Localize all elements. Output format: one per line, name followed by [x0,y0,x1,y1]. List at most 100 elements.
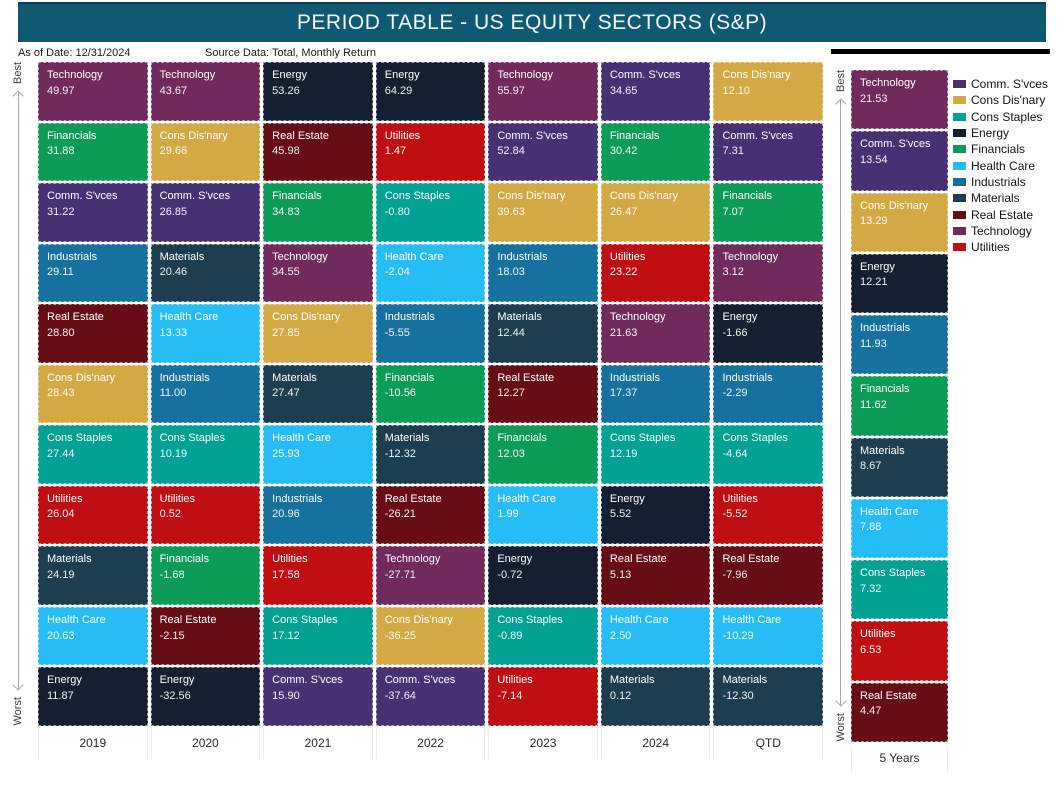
sector-cell[interactable]: Energy -32.56 [150,667,261,727]
sector-cell[interactable]: Health Care 25.93 [263,425,373,484]
sector-cell[interactable]: Comm. S'vces 31.22 [38,183,148,242]
sector-cell[interactable]: Cons Dis'nary 27.85 [263,304,373,363]
sector-cell[interactable]: Cons Staples 12.19 [600,425,711,484]
sector-cell[interactable]: Industrials -2.29 [713,364,824,424]
sector-cell[interactable]: Materials 24.19 [38,546,148,605]
sector-cell[interactable]: Cons Dis'nary 12.10 [713,62,824,121]
sector-cell[interactable]: Industrials 29.11 [38,243,148,303]
sector-cell[interactable]: Financials -10.56 [375,364,486,424]
sector-cell[interactable]: Materials 27.47 [263,364,373,424]
sector-cell[interactable]: Comm. S'vces 7.31 [713,122,824,182]
sector-cell[interactable]: Real Estate 28.80 [38,304,148,363]
sector-cell[interactable]: Energy 64.29 [375,62,486,121]
legend-item[interactable]: Comm. S'vces [953,76,1064,92]
sector-cell[interactable]: Cons Staples 17.12 [263,606,373,666]
sector-cell[interactable]: Health Care 7.88 [851,498,948,559]
sector-cell[interactable]: Industrials 11.93 [851,315,948,375]
sector-cell[interactable]: Materials 8.67 [851,437,948,497]
sector-cell[interactable]: Financials -1.68 [150,546,261,605]
sector-cell[interactable]: Cons Staples 27.44 [38,425,148,484]
sector-cell[interactable]: Financials 7.07 [713,183,824,242]
sector-cell[interactable]: Financials 11.62 [851,376,948,436]
sector-cell[interactable]: Financials 31.88 [38,122,148,182]
sector-cell[interactable]: Financials 30.42 [600,122,711,182]
sector-cell[interactable]: Health Care -10.29 [713,606,824,666]
legend-item[interactable]: Technology [953,223,1064,239]
sector-cell[interactable]: Energy -1.66 [713,304,824,363]
sector-cell[interactable]: Cons Staples -4.64 [713,425,824,484]
sector-cell[interactable]: Health Care -2.04 [375,243,486,303]
sector-cell[interactable]: Cons Dis'nary 26.47 [600,183,711,242]
sector-cell[interactable]: Utilities 23.22 [600,243,711,303]
sector-cell[interactable]: Real Estate 12.27 [488,364,598,424]
legend-item[interactable]: Utilities [953,239,1064,255]
sector-cell[interactable]: Technology 34.55 [263,243,373,303]
sector-cell[interactable]: Industrials 11.00 [150,364,261,424]
sector-cell[interactable]: Utilities -7.14 [488,667,598,727]
legend-item[interactable]: Industrials [953,174,1064,190]
sector-cell[interactable]: Cons Dis'nary 29.66 [150,122,261,182]
sector-cell[interactable]: Cons Staples -0.80 [375,183,486,242]
sector-cell[interactable]: Technology 21.53 [851,70,948,130]
sector-cell[interactable]: Cons Staples -0.89 [488,606,598,666]
sector-cell[interactable]: Real Estate 5.13 [600,546,711,605]
sector-cell[interactable]: Utilities 17.58 [263,546,373,605]
sector-cell[interactable]: Materials 12.44 [488,304,598,363]
sector-cell[interactable]: Financials 34.83 [263,183,373,242]
sector-cell[interactable]: Utilities -5.52 [713,485,824,545]
sector-name: Real Estate [860,689,917,702]
legend-item[interactable]: Materials [953,190,1064,206]
sector-cell[interactable]: Comm. S'vces 26.85 [150,183,261,242]
sector-cell[interactable]: Energy 5.52 [600,485,711,545]
sector-cell[interactable]: Comm. S'vces 34.65 [600,62,711,121]
sector-cell[interactable]: Energy 11.87 [38,667,148,727]
sector-cell[interactable]: Cons Dis'nary 28.43 [38,364,148,424]
sector-cell[interactable]: Utilities 26.04 [38,485,148,545]
sector-cell[interactable]: Energy 12.21 [851,253,948,314]
sector-cell[interactable]: Industrials 20.96 [263,485,373,545]
sector-cell[interactable]: Health Care 20.63 [38,606,148,666]
sector-cell[interactable]: Utilities 0.52 [150,485,261,545]
sector-cell[interactable]: Cons Dis'nary -36.25 [375,606,486,666]
sector-cell[interactable]: Technology 43.67 [150,62,261,121]
sector-cell[interactable]: Financials 12.03 [488,425,598,484]
sector-cell[interactable]: Technology -27.71 [375,546,486,605]
sector-cell[interactable]: Comm. S'vces 13.54 [851,131,948,191]
legend-item[interactable]: Health Care [953,157,1064,173]
sector-cell[interactable]: Real Estate -7.96 [713,546,824,605]
sector-cell[interactable]: Industrials 17.37 [600,364,711,424]
sector-cell[interactable]: Materials 0.12 [600,667,711,727]
sector-cell[interactable]: Real Estate -2.15 [150,606,261,666]
sector-cell[interactable]: Real Estate -26.21 [375,485,486,545]
legend-item[interactable]: Cons Staples [953,109,1064,125]
sector-cell[interactable]: Cons Staples 10.19 [150,425,261,484]
sector-cell[interactable]: Comm. S'vces 52.84 [488,122,598,182]
legend-item[interactable]: Energy [953,125,1064,141]
sector-cell[interactable]: Health Care 13.33 [150,304,261,363]
sector-cell[interactable]: Utilities 1.47 [375,122,486,182]
sector-cell[interactable]: Energy -0.72 [488,546,598,605]
sector-cell[interactable]: Cons Dis'nary 13.29 [851,192,948,252]
sector-cell[interactable]: Materials 20.46 [150,243,261,303]
sector-cell[interactable]: Health Care 2.50 [600,606,711,666]
sector-cell[interactable]: Comm. S'vces 15.90 [263,667,373,727]
sector-cell[interactable]: Cons Staples 7.32 [851,560,948,620]
sector-cell[interactable]: Industrials -5.55 [375,304,486,363]
legend-item[interactable]: Real Estate [953,206,1064,222]
sector-cell[interactable]: Technology 55.97 [488,62,598,121]
sector-cell[interactable]: Cons Dis'nary 39.63 [488,183,598,242]
sector-cell[interactable]: Materials -12.30 [713,667,824,727]
sector-cell[interactable]: Real Estate 45.98 [263,122,373,182]
sector-cell[interactable]: Energy 53.26 [263,62,373,121]
sector-cell[interactable]: Utilities 6.53 [851,621,948,681]
sector-cell[interactable]: Materials -12.32 [375,425,486,484]
sector-cell[interactable]: Comm. S'vces -37.64 [375,667,486,727]
legend-item[interactable]: Cons Dis'nary [953,92,1064,108]
legend-item[interactable]: Financials [953,141,1064,157]
sector-cell[interactable]: Technology 49.97 [38,62,148,121]
sector-cell[interactable]: Real Estate 4.47 [851,682,948,742]
sector-cell[interactable]: Health Care 1.99 [488,485,598,545]
sector-cell[interactable]: Technology 21.63 [600,304,711,363]
sector-cell[interactable]: Technology 3.12 [713,243,824,303]
sector-cell[interactable]: Industrials 18.03 [488,243,598,303]
